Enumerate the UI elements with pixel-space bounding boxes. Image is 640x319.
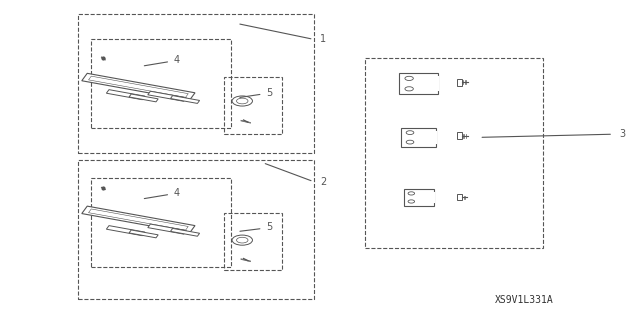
Bar xyxy=(365,58,543,248)
Polygon shape xyxy=(106,226,145,236)
Circle shape xyxy=(405,87,413,91)
Text: 2: 2 xyxy=(320,177,326,187)
Bar xyxy=(78,14,314,153)
Bar xyxy=(457,132,462,139)
Bar xyxy=(408,77,438,90)
Text: 5: 5 xyxy=(266,88,272,98)
Bar xyxy=(457,78,462,85)
Text: XS9V1L331A: XS9V1L331A xyxy=(495,295,554,305)
Bar xyxy=(78,160,314,299)
Polygon shape xyxy=(82,73,195,100)
Bar xyxy=(401,128,436,147)
Polygon shape xyxy=(82,206,195,233)
Bar xyxy=(457,195,461,200)
Polygon shape xyxy=(129,230,158,238)
Circle shape xyxy=(232,96,252,106)
Circle shape xyxy=(237,98,248,104)
Circle shape xyxy=(237,237,248,243)
Polygon shape xyxy=(148,224,186,234)
Bar xyxy=(410,193,434,202)
Bar xyxy=(91,178,231,267)
Circle shape xyxy=(406,140,414,144)
Text: 3: 3 xyxy=(620,129,626,139)
Text: 4: 4 xyxy=(173,188,180,198)
Bar xyxy=(91,39,231,128)
Bar xyxy=(404,189,434,205)
Circle shape xyxy=(408,192,415,195)
Polygon shape xyxy=(106,90,145,100)
Bar xyxy=(399,73,438,94)
Text: 4: 4 xyxy=(173,55,180,65)
Circle shape xyxy=(406,131,414,135)
Bar xyxy=(409,132,436,143)
Circle shape xyxy=(405,76,413,80)
Circle shape xyxy=(408,200,415,203)
Bar xyxy=(225,77,282,134)
Bar xyxy=(225,213,282,270)
Text: 1: 1 xyxy=(320,34,326,44)
Circle shape xyxy=(232,235,252,245)
Polygon shape xyxy=(170,228,200,236)
Text: 5: 5 xyxy=(266,222,272,233)
Polygon shape xyxy=(129,94,158,102)
Polygon shape xyxy=(148,91,186,101)
Polygon shape xyxy=(170,96,200,103)
